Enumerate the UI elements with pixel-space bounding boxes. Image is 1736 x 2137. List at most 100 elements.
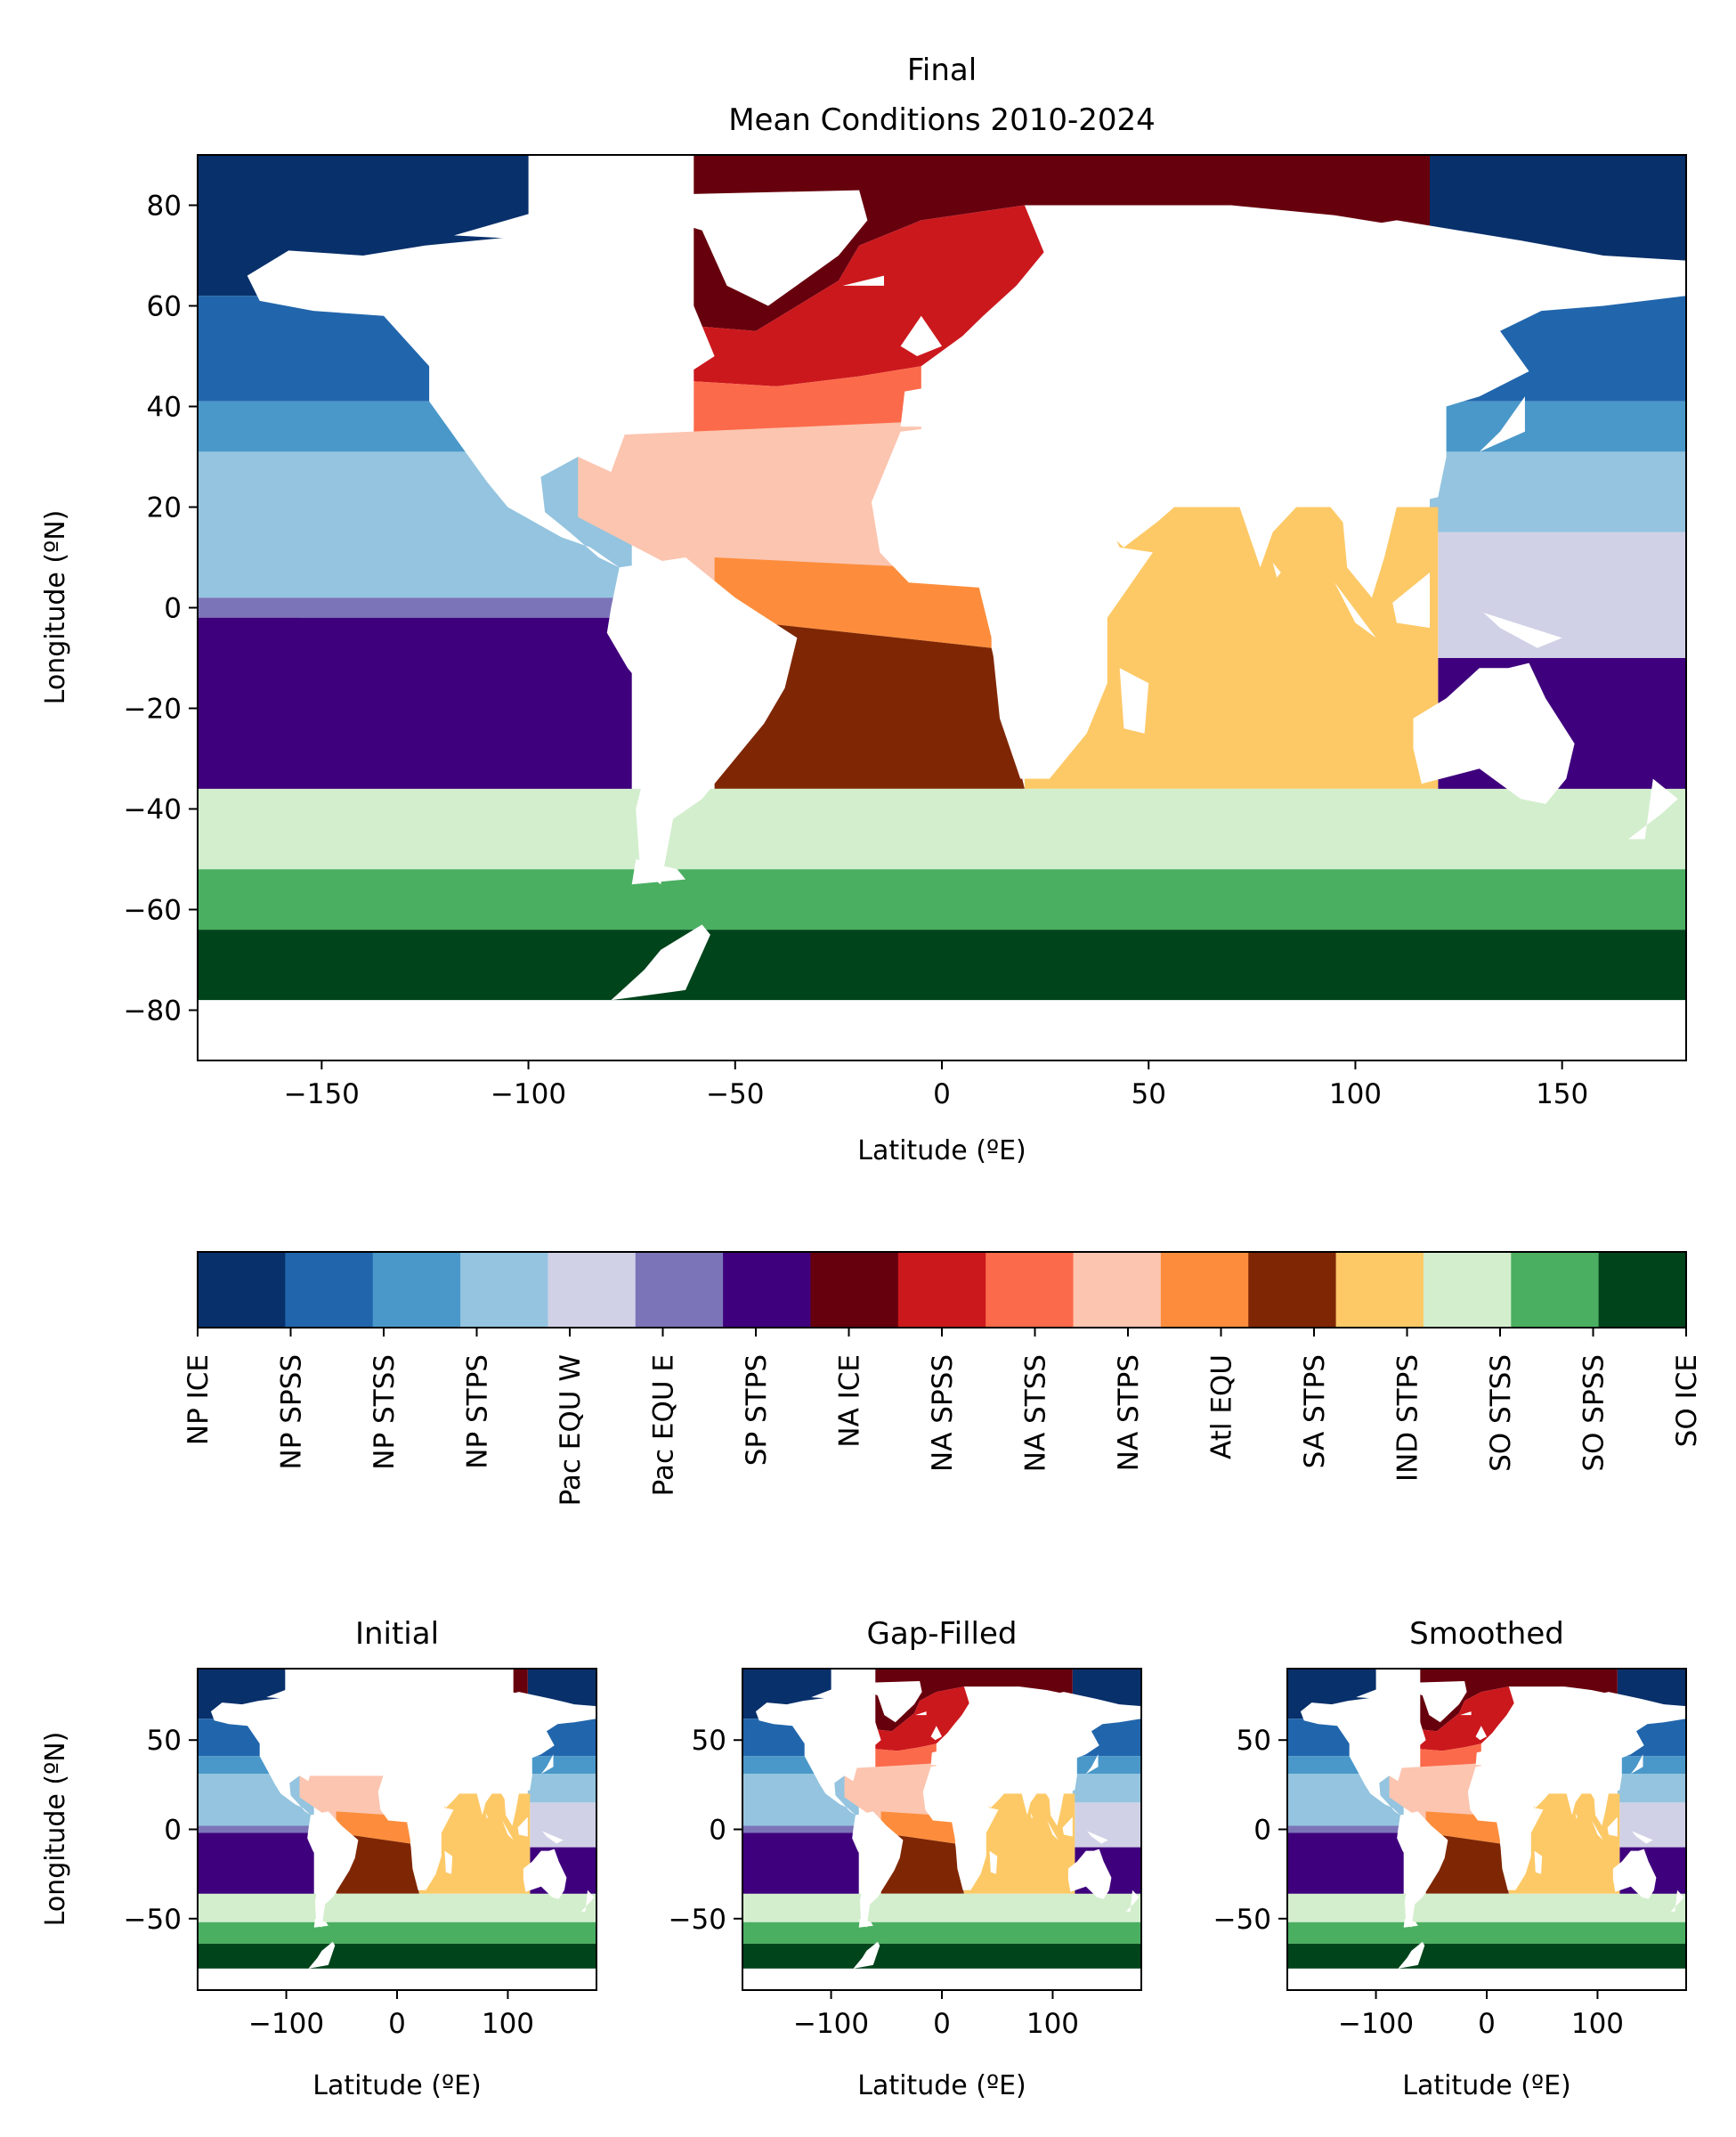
chart-title-line2: Mean Conditions 2010-2024	[728, 102, 1156, 138]
colorbar-label: NA SPSS	[927, 1354, 959, 1472]
land-mask	[989, 1850, 998, 1874]
colorbar-swatch	[810, 1252, 899, 1328]
y-tick-label: 0	[164, 1815, 182, 1847]
region-na-ice	[1420, 1669, 1618, 1732]
land-mask	[370, 1711, 382, 1716]
initial-map	[198, 1669, 596, 1990]
colorbar-label: SP STPS	[741, 1354, 773, 1466]
colorbar-frame	[197, 1251, 1687, 1329]
land-mask	[872, 421, 1153, 779]
land-mask	[1413, 662, 1575, 804]
region-na-stps	[1389, 1763, 1481, 1826]
land-mask	[1479, 396, 1525, 452]
region-sa-stps	[880, 1832, 964, 1894]
region-np-stps	[1617, 1774, 1686, 1803]
land-mask	[1356, 1681, 1418, 1700]
region-na-stps	[299, 1763, 392, 1826]
region-np-stps	[198, 1774, 314, 1826]
x-tick-label: −100	[248, 2008, 324, 2040]
initial-y-axis-label: Longitude (ºN)	[40, 1732, 71, 1927]
panel-title-initial: Initial	[355, 1616, 439, 1652]
land-mask	[385, 1726, 397, 1741]
x-tick-label: −50	[706, 1078, 764, 1110]
region-so-ice	[1287, 1943, 1686, 1969]
region-sp-stps	[742, 1832, 859, 1905]
land-mask	[1475, 1692, 1686, 1826]
land-mask	[1406, 1681, 1467, 1723]
colorbar-swatch	[635, 1252, 724, 1328]
colorbar-label: Atl EQU	[1206, 1354, 1238, 1459]
region-pac-equ-e	[198, 1825, 314, 1833]
region-na-stps	[578, 421, 921, 598]
region-np-stss	[1617, 1756, 1686, 1775]
colorbar-label: NA ICE	[834, 1354, 866, 1448]
land-mask	[1670, 1889, 1684, 1912]
colorbar-swatch	[1248, 1252, 1337, 1328]
region-pac-equ-e	[742, 1825, 859, 1833]
land-mask	[198, 1968, 596, 1990]
region-na-ice	[694, 155, 1430, 331]
small-panel-ticks: −100 0 100 50 0 −50 −100 0 100 50 0 −50 −100 0 100 50 0 −…	[124, 1725, 1624, 2040]
y-tick-label: 50	[692, 1725, 726, 1757]
y-tick-label: −50	[1213, 1904, 1271, 1936]
land-mask	[316, 1681, 377, 1723]
region-np-stss	[1430, 401, 1686, 452]
region-pac-equ-e	[198, 597, 632, 618]
region-sp-stps	[198, 1832, 314, 1905]
region-na-stps	[844, 1763, 937, 1826]
smoothed-map	[1287, 1669, 1686, 1990]
colorbar-swatch	[1335, 1252, 1424, 1328]
initial-x-axis-label: Latitude (ºE)	[312, 2070, 482, 2101]
region-na-stss	[694, 366, 921, 437]
land-mask	[247, 235, 715, 568]
region-np-stps	[527, 1774, 596, 1803]
land-mask	[444, 1850, 453, 1874]
colorbar-swatch	[285, 1252, 374, 1328]
region-sa-stps	[714, 617, 1025, 789]
colorbar-swatch	[723, 1252, 811, 1328]
region-so-stss	[198, 1893, 596, 1922]
land-mask	[1632, 1831, 1653, 1844]
colorbar-swatch	[1598, 1252, 1687, 1328]
main-y-axis-label: Longitude (ºN)	[40, 510, 71, 705]
region-np-stss	[1072, 1756, 1141, 1775]
colorbar-label: NP ICE	[183, 1354, 215, 1445]
land-mask	[502, 1820, 514, 1840]
land-mask	[755, 1697, 881, 1816]
land-mask	[1067, 1849, 1112, 1899]
colorbar-label: SO SPSS	[1578, 1354, 1610, 1472]
land-mask	[307, 1811, 359, 1928]
land-mask	[1534, 1850, 1543, 1874]
land-mask	[1460, 1711, 1472, 1716]
y-tick-label: 20	[147, 492, 182, 524]
land-mask	[1085, 1754, 1099, 1775]
land-mask	[198, 1000, 1686, 1060]
land-mask	[1087, 1831, 1108, 1844]
x-tick-label: 0	[933, 1078, 951, 1110]
y-tick-label: −60	[124, 895, 182, 927]
land-mask	[580, 1889, 595, 1912]
x-tick-label: 0	[1478, 2008, 1496, 2040]
colorbar-label: Pac EQU W	[555, 1354, 587, 1506]
y-tick-label: 0	[709, 1815, 726, 1847]
land-mask	[1628, 778, 1678, 840]
land-mask	[540, 1754, 554, 1775]
land-mask	[1287, 1968, 1686, 1990]
region-so-spss	[198, 869, 1686, 930]
main-x-axis-label: Latitude (ºE)	[857, 1135, 1026, 1166]
land-mask	[611, 924, 710, 1001]
land-mask	[1592, 1820, 1603, 1840]
land-mask	[861, 1681, 922, 1723]
region-sa-stps	[1425, 1832, 1509, 1894]
colorbar-swatch	[198, 1252, 286, 1328]
land-mask	[900, 220, 1686, 598]
colorbar-label: SA STPS	[1299, 1354, 1331, 1468]
land-mask	[1062, 1816, 1073, 1837]
land-mask	[1030, 1813, 1033, 1819]
y-tick-label: 80	[147, 191, 182, 223]
colorbar-label: NA STPS	[1113, 1354, 1145, 1471]
land-mask	[811, 1681, 873, 1700]
x-tick-label: −100	[1338, 2008, 1414, 2040]
region-sa-stps	[336, 1832, 419, 1894]
